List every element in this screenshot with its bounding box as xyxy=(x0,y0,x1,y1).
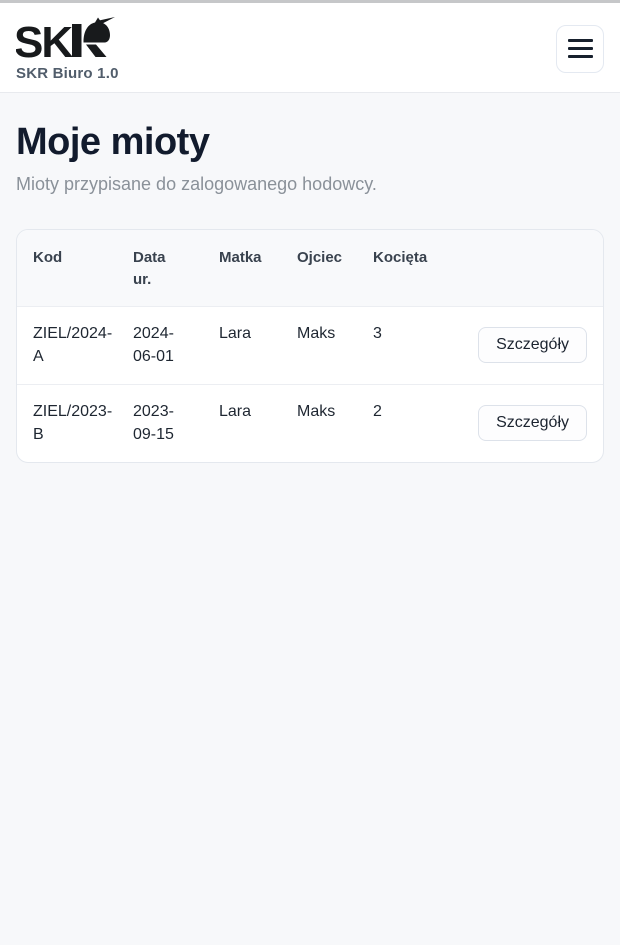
cell-ojciec: Maks xyxy=(297,383,373,462)
logo-r-cat-glyph xyxy=(72,16,115,57)
column-header-matka: Matka xyxy=(219,249,262,266)
app-header: SK SKR Biuro 1.0 xyxy=(0,3,620,93)
hamburger-icon xyxy=(567,39,593,58)
table-row: ZIEL/2023-B 2023-09-15 Lara Maks 2 Szcze… xyxy=(17,383,603,462)
cell-kod: ZIEL/2024-A xyxy=(17,305,133,385)
details-button[interactable]: Szczegóły xyxy=(478,404,587,441)
table-header-row: Kod Data ur. Matka Ojciec Kocięta xyxy=(17,230,603,306)
cell-ojciec: Maks xyxy=(297,305,373,385)
brand-logo: SK SKR Biuro 1.0 xyxy=(16,16,119,82)
page-subtitle: Mioty przypisane do zalogowanego hodowcy… xyxy=(16,174,377,194)
column-header-ojciec: Ojciec xyxy=(297,249,343,266)
column-header-data-ur: Data ur. xyxy=(133,249,166,288)
column-header-kod: Kod xyxy=(33,249,63,266)
skr-cat-logo-icon: SK xyxy=(16,16,115,63)
litters-table: Kod Data ur. Matka Ojciec Kocięta ZIEL/2… xyxy=(17,230,603,462)
app-version-label: SKR Biuro 1.0 xyxy=(16,64,119,82)
cell-matka: Lara xyxy=(219,383,297,462)
page-title: Moje mioty xyxy=(16,121,210,163)
cell-kod: ZIEL/2023-B xyxy=(17,383,133,462)
column-header-actions xyxy=(463,230,603,306)
details-button[interactable]: Szczegóły xyxy=(478,326,587,363)
litters-card: Kod Data ur. Matka Ojciec Kocięta ZIEL/2… xyxy=(16,229,604,463)
cell-actions: Szczegóły xyxy=(463,305,603,385)
column-header-kocieta: Kocięta xyxy=(373,249,428,266)
menu-toggle-button[interactable] xyxy=(556,24,604,73)
cell-actions: Szczegóły xyxy=(463,383,603,462)
cell-kocieta: 3 xyxy=(373,305,463,385)
svg-text:SK: SK xyxy=(16,18,73,63)
cell-data-ur: 2024-06-01 xyxy=(133,305,219,385)
cell-kocieta: 2 xyxy=(373,383,463,462)
cell-data-ur: 2023-09-15 xyxy=(133,383,219,462)
cell-matka: Lara xyxy=(219,305,297,385)
table-row: ZIEL/2024-A 2024-06-01 Lara Maks 3 Szcze… xyxy=(17,305,603,385)
main-content: Moje mioty Mioty przypisane do zalogowan… xyxy=(0,93,620,479)
